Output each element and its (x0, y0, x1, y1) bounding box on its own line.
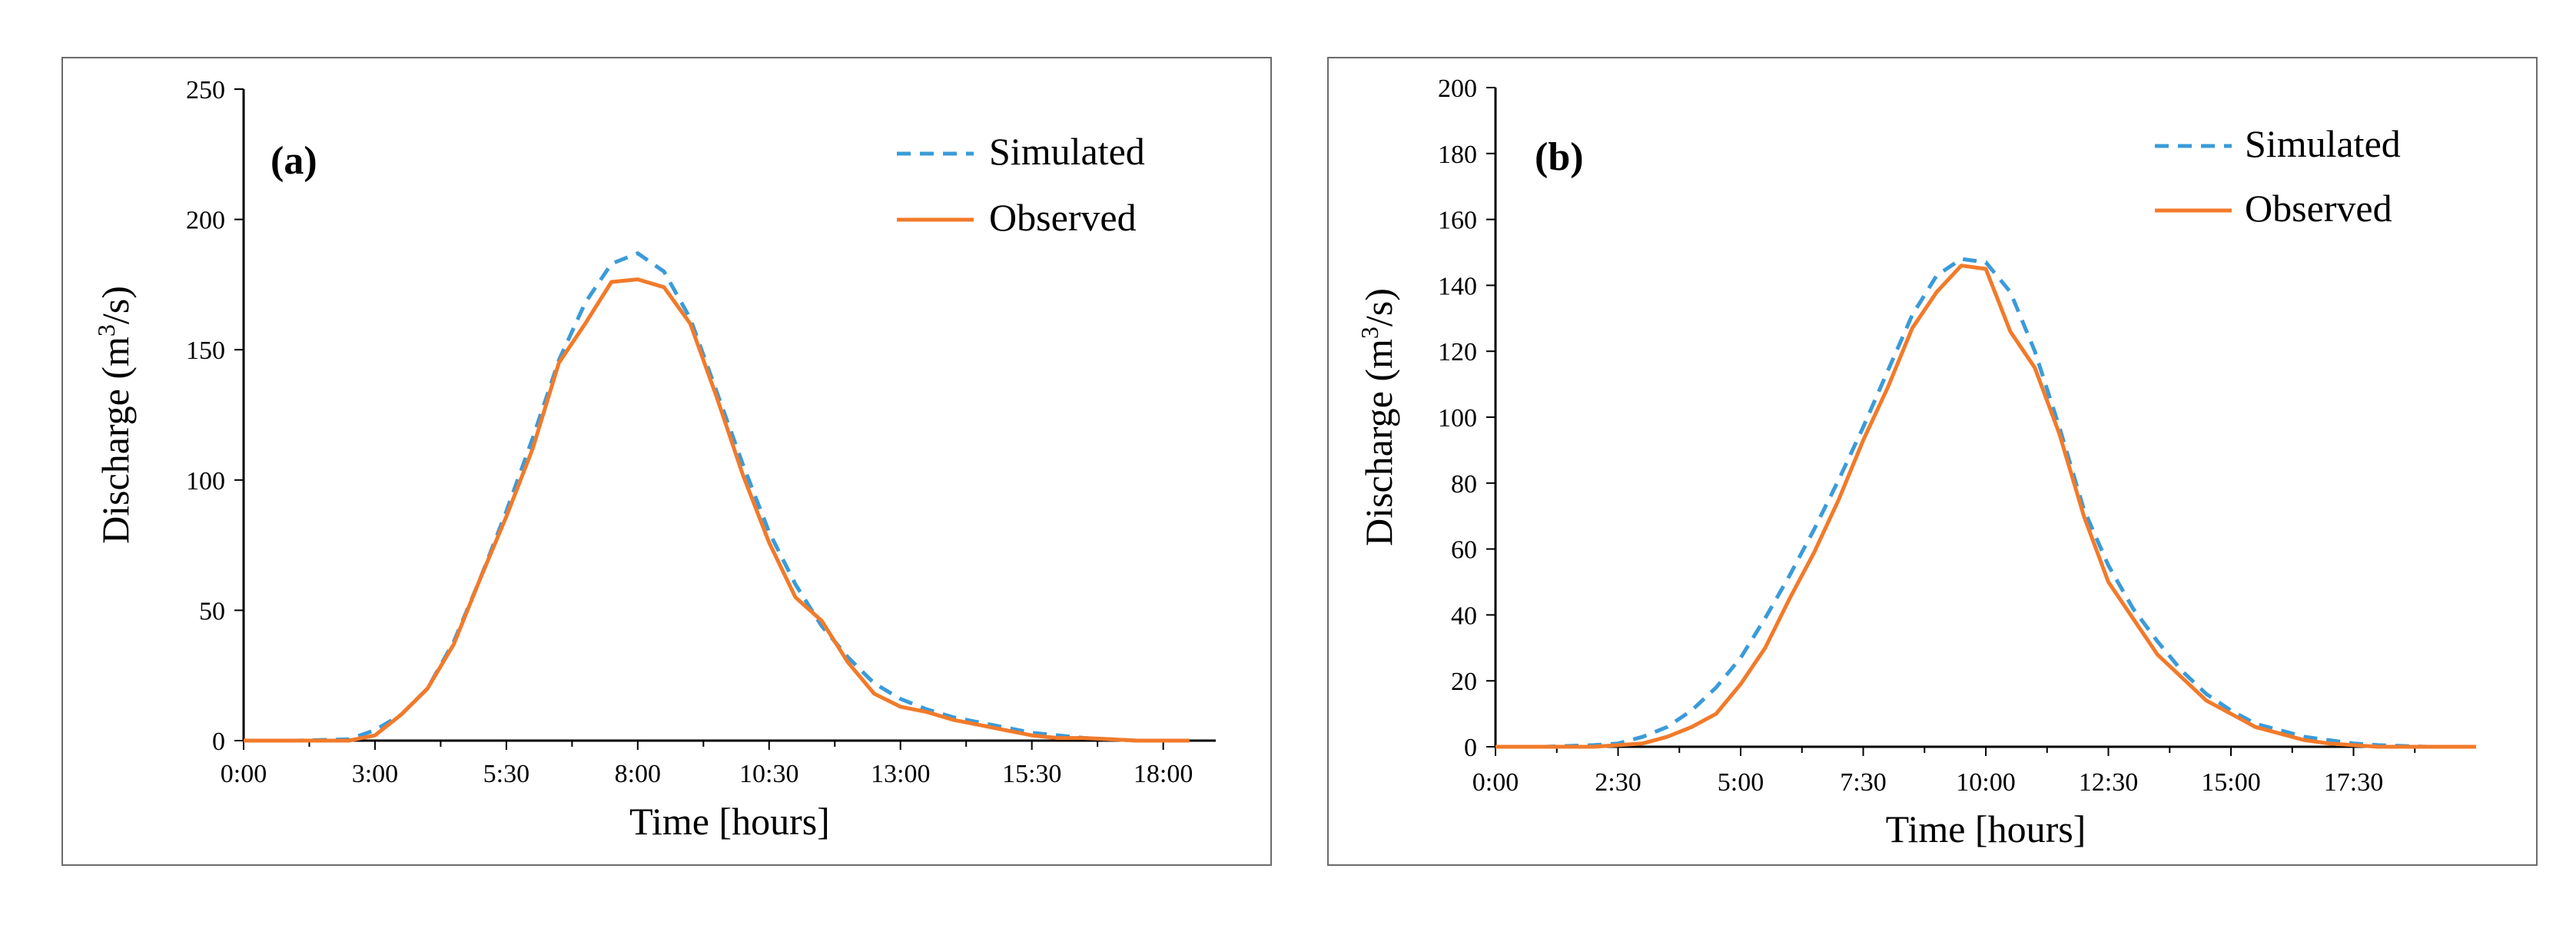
x-axis-title: Time [hours] (629, 800, 830, 843)
x-tick-label: 18:00 (1134, 760, 1193, 788)
x-tick-label: 2:30 (1595, 768, 1641, 797)
y-tick-label: 140 (1438, 272, 1477, 300)
y-tick-label: 200 (186, 207, 225, 235)
panel-label: (a) (271, 139, 317, 183)
legend-label-observed: Observed (2245, 187, 2392, 230)
y-tick-label: 20 (1451, 668, 1477, 696)
x-tick-label: 5:00 (1718, 768, 1764, 797)
chart-a-svg: 0 50 100 150 200 250 0:00 3:00 5:30 8:00 10:30 13:0… (92, 76, 1216, 843)
x-tick-label: 15:00 (2201, 768, 2260, 797)
legend-label-simulated: Simulated (989, 130, 1145, 173)
y-tick-label: 0 (212, 728, 225, 756)
x-tick-label: 5:30 (483, 760, 529, 788)
x-tick-label: 7:30 (1840, 768, 1886, 797)
x-tick-label: 12:30 (2079, 768, 2138, 797)
y-tick-label: 100 (1438, 404, 1477, 433)
legend-label-simulated: Simulated (2245, 122, 2401, 165)
chart-panel-b: 0 20 40 60 80 100 120 140 160 180 200 0:00 2:30 5:00 7… (1327, 57, 2538, 866)
x-axis-title: Time [hours] (1886, 807, 2086, 850)
series-line-observed (244, 277, 1190, 743)
y-axis-title: Discharge (m3/s) (92, 286, 137, 544)
y-tick-label: 200 (1438, 75, 1477, 103)
x-tick-label: 10:00 (1956, 768, 2015, 797)
y-tick-label: 80 (1451, 470, 1477, 499)
chart-b-svg: 0 20 40 60 80 100 120 140 160 180 200 0:00 2:30 5:00 7… (1356, 75, 2476, 850)
legend-label-observed: Observed (989, 196, 1137, 239)
y-tick-label: 180 (1438, 141, 1477, 169)
x-tick-label: 0:00 (221, 760, 267, 788)
x-tick-label: 15:30 (1002, 760, 1061, 788)
y-axis-title: Discharge (m3/s) (1356, 288, 1400, 546)
y-tick-label: 160 (1438, 207, 1477, 235)
y-tick-label: 0 (1464, 734, 1477, 762)
x-tick-label: 0:00 (1472, 768, 1519, 797)
x-tick-label: 13:00 (871, 760, 930, 788)
y-tick-label: 60 (1451, 536, 1477, 565)
x-tick-label: 8:00 (615, 760, 661, 788)
x-tick-label: 10:30 (739, 760, 798, 788)
series-line-observed (1495, 264, 2476, 749)
panel-label: (b) (1535, 135, 1584, 179)
series-line-simulated (1495, 257, 2476, 749)
series-line-simulated (244, 251, 1190, 743)
x-tick-label: 3:00 (352, 760, 398, 788)
y-tick-label: 50 (199, 597, 225, 625)
chart-panel-a: 0 50 100 150 200 250 0:00 3:00 5:30 8:00 10:30 13:0… (61, 57, 1272, 866)
x-tick-label: 17:30 (2324, 768, 2383, 797)
y-tick-label: 100 (186, 467, 225, 496)
y-tick-label: 120 (1438, 338, 1477, 366)
y-tick-label: 250 (186, 76, 225, 104)
y-tick-label: 150 (186, 337, 225, 365)
y-tick-label: 40 (1451, 602, 1477, 630)
